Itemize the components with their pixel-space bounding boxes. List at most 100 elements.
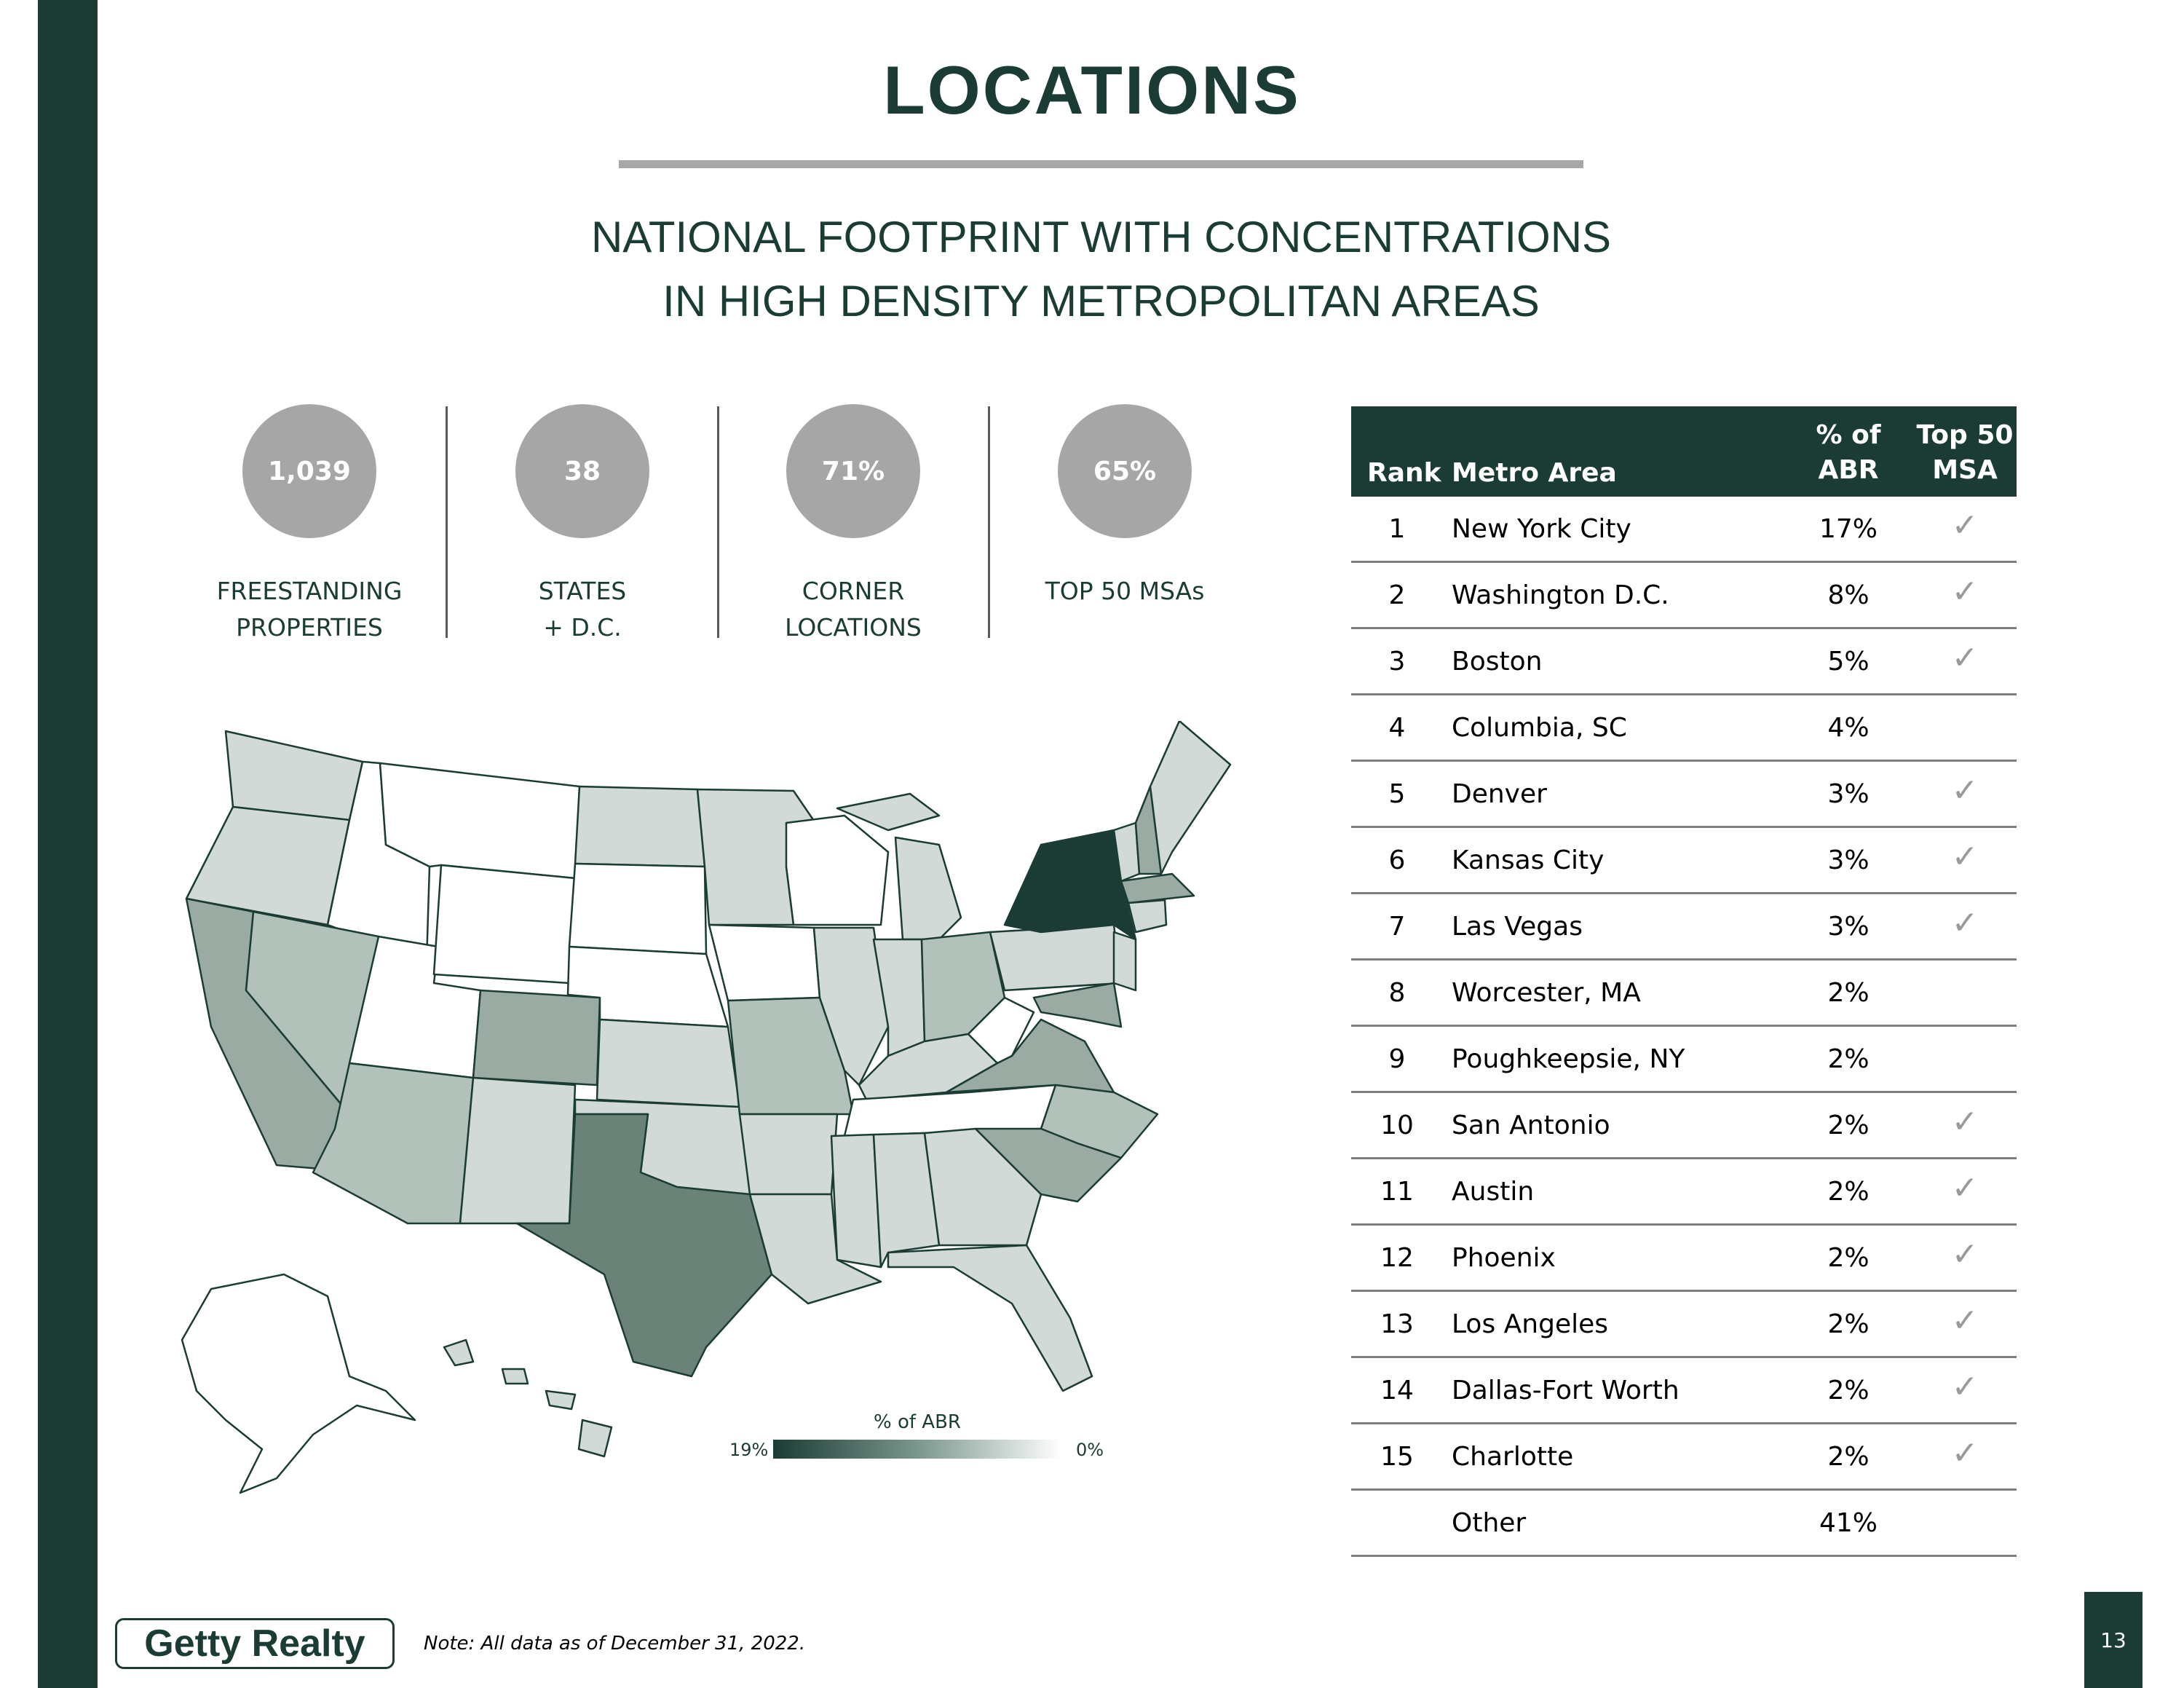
legend-min-label: 19% (729, 1440, 769, 1460)
header-abr: % of ABR (1805, 418, 1892, 488)
abr-cell: 2% (1827, 1177, 1870, 1207)
abr-cell: 5% (1827, 647, 1870, 677)
top50-check-icon: ✓ (1951, 904, 1979, 942)
state-maine (1149, 721, 1232, 875)
metro-cell: Austin (1452, 1177, 1535, 1207)
abr-cell: 41% (1819, 1508, 1878, 1538)
state-massachusetts (1120, 872, 1195, 904)
state-georgia (923, 1127, 1042, 1247)
stat-top50-msas: 65% TOP 50 MSAs (997, 404, 1252, 610)
table-row: Other 41% (1351, 1491, 2017, 1557)
subtitle-line-1: NATIONAL FOOTPRINT WITH CONCENTRATIONS (590, 213, 1612, 261)
table-row: 9 Poughkeepsie, NY 2% (1351, 1027, 2017, 1093)
legend-title: % of ABR (874, 1411, 961, 1433)
rank-cell: 3 (1388, 647, 1406, 677)
top50-check-icon: ✓ (1951, 573, 1979, 610)
top50-check-icon: ✓ (1951, 1435, 1979, 1472)
table-row: 3 Boston 5% ✓ (1351, 629, 2017, 695)
abr-cell: 2% (1827, 1243, 1870, 1273)
header-top50-line1: Top 50 (1916, 420, 2014, 450)
rank-cell: 14 (1380, 1376, 1414, 1405)
state-connecticut (1127, 899, 1168, 934)
rank-cell: 13 (1380, 1309, 1414, 1339)
rank-cell: 11 (1380, 1177, 1414, 1207)
footnote: Note: All data as of December 31, 2022. (424, 1633, 806, 1655)
table-row: 15 Charlotte 2% ✓ (1351, 1424, 2017, 1491)
stat-label-line: PROPERTIES (236, 613, 383, 642)
legend-max-label: 0% (1076, 1440, 1104, 1460)
page-subtitle: NATIONAL FOOTPRINT WITH CONCENTRATIONS I… (510, 205, 1693, 334)
rank-cell: 2 (1388, 580, 1406, 610)
legend-gradient-bar (773, 1440, 1061, 1459)
metro-area-table: Rank Metro Area % of ABR Top 50 MSA 1 New… (1351, 406, 2017, 1557)
left-accent-bar (38, 0, 98, 1688)
rank-cell: 7 (1388, 912, 1406, 942)
abr-cell: 3% (1827, 779, 1870, 809)
rank-cell: 4 (1388, 713, 1406, 743)
abr-cell: 17% (1819, 514, 1878, 544)
table-row: 8 Worcester, MA 2% (1351, 961, 2017, 1027)
state-south-carolina (974, 1127, 1123, 1203)
top50-check-icon: ✓ (1951, 1236, 1979, 1273)
metro-cell: Poughkeepsie, NY (1452, 1044, 1685, 1074)
header-abr-line1: % of (1816, 420, 1881, 450)
subtitle-line-2: IN HIGH DENSITY METROPOLITAN AREAS (662, 277, 1540, 326)
stat-label: TOP 50 MSAs (997, 573, 1252, 610)
top50-check-icon: ✓ (1951, 1302, 1979, 1339)
top50-check-icon: ✓ (1951, 507, 1979, 544)
table-row: 4 Columbia, SC 4% (1351, 695, 2017, 762)
us-states-map (181, 721, 1232, 1494)
stat-label: CORNER LOCATIONS (726, 573, 981, 646)
abr-cell: 4% (1827, 713, 1870, 743)
state-new-york (1003, 829, 1137, 941)
stat-label-line: CORNER (802, 577, 905, 605)
rank-cell: 5 (1388, 779, 1406, 809)
table-row: 13 Los Angeles 2% ✓ (1351, 1292, 2017, 1358)
table-row: 12 Phoenix 2% ✓ (1351, 1226, 2017, 1292)
rank-cell: 12 (1380, 1243, 1414, 1273)
metro-cell: Las Vegas (1452, 912, 1583, 942)
state-wisconsin (785, 814, 890, 926)
table-row: 1 New York City 17% ✓ (1351, 497, 2017, 563)
getty-realty-logo: Getty Realty (115, 1618, 395, 1669)
table-row: 11 Austin 2% ✓ (1351, 1159, 2017, 1226)
metro-cell: Boston (1452, 647, 1543, 677)
state-florida (887, 1244, 1093, 1392)
state-pennsylvania (989, 923, 1123, 992)
table-row: 14 Dallas-Fort Worth 2% ✓ (1351, 1358, 2017, 1424)
state-new-mexico (459, 1076, 577, 1225)
top50-check-icon: ✓ (1951, 1170, 1979, 1207)
stat-value: 65% (1058, 404, 1192, 538)
top50-check-icon: ✓ (1951, 838, 1979, 875)
metro-cell: Los Angeles (1452, 1309, 1608, 1339)
table-row: 7 Las Vegas 3% ✓ (1351, 894, 2017, 961)
header-rank: Rank (1367, 458, 1441, 488)
state-iowa (708, 923, 821, 1002)
abr-cell: 2% (1827, 1309, 1870, 1339)
state-mississippi (830, 1133, 882, 1269)
metro-cell: New York City (1452, 514, 1631, 544)
stat-label: STATES + D.C. (455, 573, 710, 646)
rank-cell: 6 (1388, 845, 1406, 875)
state-wyoming (432, 864, 577, 985)
stat-divider (988, 406, 990, 638)
state-michigan (894, 836, 962, 941)
stat-divider (446, 406, 448, 638)
top50-check-icon: ✓ (1951, 1103, 1979, 1140)
state-washington (224, 730, 364, 821)
state-south-dakota (568, 862, 708, 955)
page-title: LOCATIONS (883, 52, 1301, 128)
metro-cell: Washington D.C. (1452, 580, 1669, 610)
top50-check-icon: ✓ (1951, 772, 1979, 809)
stat-label-line: FREESTANDING (216, 577, 403, 605)
table-row: 5 Denver 3% ✓ (1351, 762, 2017, 828)
abr-cell: 2% (1827, 978, 1870, 1008)
metro-cell: Dallas-Fort Worth (1452, 1376, 1679, 1405)
state-west-virginia (967, 996, 1035, 1065)
table-body: 1 New York City 17% ✓ 2 Washington D.C. 8% ✓ 3 Bo… (1351, 497, 2017, 1557)
state-texas (515, 1113, 773, 1378)
rank-cell: 15 (1380, 1442, 1414, 1472)
metro-cell: Kansas City (1452, 845, 1605, 875)
header-abr-line2: ABR (1818, 455, 1879, 485)
metro-cell: Charlotte (1452, 1442, 1574, 1472)
